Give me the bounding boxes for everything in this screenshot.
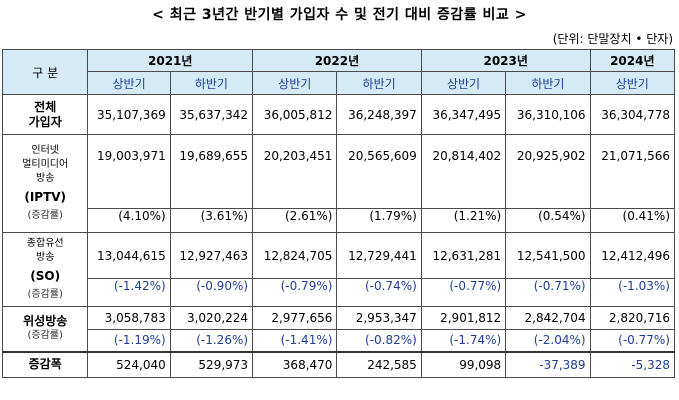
value-cell: 2,901,812: [420, 306, 507, 330]
rate-cell: (-0.74%): [336, 278, 422, 307]
total-row: 전체 가입자 35,107,369 35,637,342 36,005,812 …: [1, 94, 676, 135]
value-cell: 19,689,655: [169, 134, 254, 209]
value-cell: 2,977,656: [252, 306, 338, 330]
row-label-line: 멀티미디어: [22, 159, 69, 170]
rate-cell: (-0.71%): [505, 278, 591, 307]
rate-cell: (-0.82%): [336, 329, 422, 352]
value-cell: 12,729,441: [336, 232, 422, 279]
value-cell: 12,824,705: [252, 232, 338, 279]
half-header: 상반기: [87, 71, 171, 95]
rate-cell: (2.61%): [252, 208, 338, 233]
so-label: 종합유선 방송 (SO) (증감률): [1, 232, 89, 307]
value-cell: 35,107,369: [87, 94, 171, 135]
row-label-line: 방송: [36, 252, 55, 263]
half-header: 상반기: [420, 71, 507, 95]
value-cell: 2,820,716: [589, 306, 676, 330]
so-rate-row: (-1.42%) (-0.90%) (-0.79%) (-0.74%) (-0.…: [3, 278, 676, 307]
value-cell: 20,814,402: [420, 134, 507, 209]
row-label-line: 가입자: [28, 114, 62, 129]
half-header: 상반기: [589, 71, 676, 95]
value-cell: 36,310,106: [505, 94, 591, 135]
row-label-line: (SO): [30, 269, 61, 283]
half-header: 하반기: [169, 71, 254, 95]
rate-cell: (-0.79%): [252, 278, 338, 307]
row-label-line: 방송: [36, 173, 55, 184]
value-cell: 12,412,496: [589, 232, 676, 279]
value-cell: 12,927,463: [169, 232, 254, 279]
value-cell: 3,020,224: [169, 306, 254, 330]
rate-cell: (-2.04%): [505, 329, 591, 352]
value-cell: 2,953,347: [336, 306, 422, 330]
value-cell: 99,098: [420, 350, 507, 378]
rate-cell: (1.21%): [420, 208, 507, 233]
rate-cell: (0.41%): [589, 208, 676, 233]
value-cell: 36,248,397: [336, 94, 422, 135]
rate-cell: (-1.42%): [87, 278, 171, 307]
subscriber-table: 구 분 2021년 2022년 2023년 2024년 상반기 하반기 상반기 …: [1, 49, 676, 378]
value-cell: 19,003,971: [87, 134, 171, 209]
value-cell: 529,973: [169, 350, 254, 378]
value-cell: 3,058,783: [87, 306, 171, 330]
rate-cell: (-1.26%): [169, 329, 254, 352]
rate-cell: (-0.77%): [420, 278, 507, 307]
rate-label: (증감률): [27, 289, 63, 300]
value-cell: 36,347,495: [420, 94, 507, 135]
value-cell: 35,637,342: [169, 94, 254, 135]
header-half-row: 상반기 하반기 상반기 하반기 상반기 하반기 상반기: [3, 71, 676, 95]
value-cell: 21,071,566: [589, 134, 676, 209]
rate-cell: (-0.90%): [169, 278, 254, 307]
value-cell: 2,842,704: [505, 306, 591, 330]
half-header: 하반기: [336, 71, 422, 95]
satellite-rate-row: (-1.19%) (-1.26%) (-1.41%) (-0.82%) (-1.…: [3, 329, 676, 352]
total-label: 전체 가입자: [1, 94, 89, 135]
value-cell: -5,328: [589, 350, 676, 378]
rate-cell: (-1.74%): [420, 329, 507, 352]
rate-label: (증감률): [27, 210, 63, 221]
rate-cell: (-1.19%): [87, 329, 171, 352]
iptv-rate-row: (4.10%) (3.61%) (2.61%) (1.79%) (1.21%) …: [3, 208, 676, 233]
so-row: 종합유선 방송 (SO) (증감률) 13,044,615 12,927,463…: [1, 232, 676, 307]
row-label-line: (IPTV): [24, 190, 67, 204]
value-cell: 12,541,500: [505, 232, 591, 279]
rate-label: (증감률): [27, 330, 63, 342]
half-header: 하반기: [505, 71, 591, 95]
satellite-row: 위성방송 (증감률) 3,058,783 3,020,224 2,977,656…: [1, 306, 676, 352]
row-label-line: 종합유선: [26, 238, 64, 249]
rate-cell: (4.10%): [87, 208, 171, 233]
iptv-row: 인터넷 멀티미디어 방송 (IPTV) (증감률) 19,003,971 19,…: [1, 134, 676, 233]
header-year-row: 구 분 2021년 2022년 2023년 2024년: [1, 49, 676, 95]
unit-note: (단위: 단말장치 • 단자): [552, 32, 673, 46]
iptv-label: 인터넷 멀티미디어 방송 (IPTV) (증감률): [1, 134, 89, 233]
page-title: < 최근 3년간 반기별 가입자 수 및 전기 대비 증감률 비교 >: [152, 7, 527, 23]
value-cell: 242,585: [336, 350, 422, 378]
value-cell: 20,925,902: [505, 134, 591, 209]
value-cell: 12,631,281: [420, 232, 507, 279]
value-cell: 20,565,609: [336, 134, 422, 209]
category-header: 구 분: [1, 49, 89, 95]
value-cell: 368,470: [252, 350, 338, 378]
year-header: 2021년: [87, 49, 254, 72]
rate-cell: (0.54%): [505, 208, 591, 233]
half-header: 상반기: [252, 71, 338, 95]
change-label: 증감폭: [1, 350, 89, 378]
change-row: 증감폭 524,040 529,973 368,470 242,585 99,0…: [1, 350, 676, 378]
value-cell: 20,203,451: [252, 134, 338, 209]
value-cell: -37,389: [505, 350, 591, 378]
year-header: 2022년: [252, 49, 422, 72]
rate-cell: (-0.77%): [589, 329, 676, 352]
satellite-label: 위성방송 (증감률): [1, 306, 89, 352]
rate-cell: (-1.41%): [252, 329, 338, 352]
row-label-line: 전체: [34, 99, 57, 114]
year-header: 2023년: [420, 49, 591, 72]
year-header: 2024년: [589, 49, 676, 72]
row-label-line: 위성방송: [23, 314, 68, 329]
rate-cell: (1.79%): [336, 208, 422, 233]
row-label-line: 인터넷: [31, 145, 59, 156]
rate-cell: (-1.03%): [589, 278, 676, 307]
value-cell: 13,044,615: [87, 232, 171, 279]
rate-cell: (3.61%): [169, 208, 254, 233]
value-cell: 524,040: [87, 350, 171, 378]
value-cell: 36,304,778: [589, 94, 676, 135]
value-cell: 36,005,812: [252, 94, 338, 135]
